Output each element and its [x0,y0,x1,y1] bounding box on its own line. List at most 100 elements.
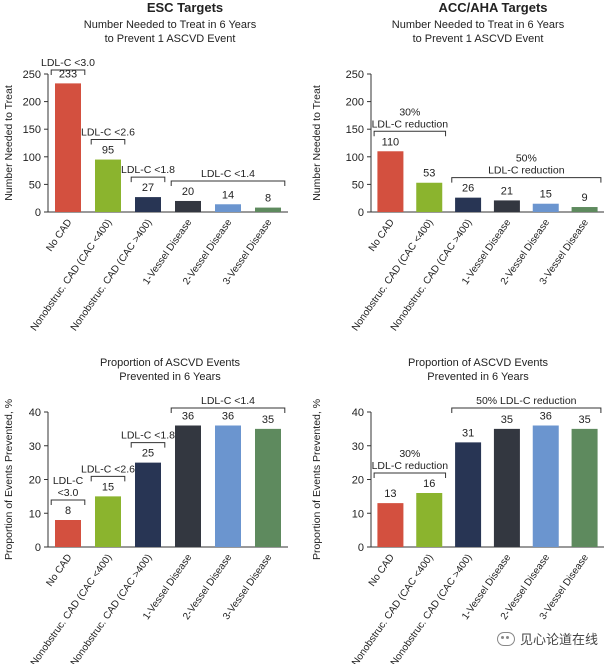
chart-title: Proportion of ASCVD Events Prevented in … [407,357,548,383]
x-tick-label: Nonobstruc. CAD (CAC <400) [29,552,115,664]
bracket-label: LDL-C <1.4 [201,168,255,180]
data-label: 95 [102,145,114,157]
x-tick-label: No CAD [44,217,74,253]
panel-header-esc: ESC Targets [146,0,224,15]
bar [377,503,404,547]
chart-acc-prop: Proportion of ASCVD Events Prevented in … [308,352,616,664]
bracket [451,407,602,413]
y-tick-label: 100 [23,152,41,164]
y-axis-label: Number Needed to Treat [3,85,15,201]
bar [175,425,201,547]
data-label: 35 [501,414,513,426]
bracket-label: LDL-C <2.6 [81,463,135,475]
y-tick-label: 150 [346,124,364,136]
y-tick-label: 0 [358,542,364,554]
chart-svg: 0 10 20 30 40 Proportion of Events Prevented,… [3,395,288,664]
x-tick-label: No CAD [44,552,74,588]
y-tick-label: 200 [346,97,364,109]
bar [215,425,241,547]
chart-title: Number Needed to Treat in 6 Years to Pre… [83,19,257,45]
bar [493,200,520,212]
data-label: 14 [222,189,234,201]
chart-esc-prop: Proportion of ASCVD Events Prevented in … [0,352,300,664]
y-tick-label: 0 [35,542,41,554]
data-label: 15 [540,189,552,201]
bracket-label: LDL-C <2.6 [81,127,135,139]
bar [571,428,598,547]
data-label: 13 [384,488,396,500]
bracket [90,139,126,145]
y-tick-label: 30 [352,441,364,453]
bracket-label: LDL-C <1.4 [201,395,255,407]
bar [55,520,81,547]
chart-title: Number Needed to Treat in 6 Years to Pre… [391,19,565,45]
bar [215,204,241,212]
y-axis-label: Number Needed to Treat [311,85,323,201]
data-label: 35 [578,414,590,426]
bar [455,442,482,547]
data-label: 31 [462,427,474,439]
bar [455,197,482,212]
bar [532,425,559,547]
bar [135,197,161,212]
bracket [50,69,86,75]
data-label: 20 [182,186,194,198]
x-tick-label: Nonobstruc. CAD (CAC >400) [69,217,155,333]
data-label: 36 [540,411,552,423]
data-label: 233 [59,68,77,80]
bracket [90,475,126,482]
data-label: 26 [462,183,474,195]
bar [135,462,161,547]
bracket [451,177,602,183]
y-tick-label: 250 [346,69,364,81]
data-label: 53 [423,168,435,180]
bracket [130,176,166,183]
x-tick-label: Nonobstruc. CAD (CAC <400) [29,217,115,333]
y-tick-label: 150 [23,124,41,136]
data-label: 25 [142,448,154,460]
bracket-label: 50% LDL-C reduction [476,395,577,407]
x-tick-label: No CAD [367,552,397,588]
bar [493,428,520,547]
watermark-text: 见心论道在线 [519,632,598,647]
bar [377,151,404,212]
data-label: 15 [102,481,114,493]
bracket-label: 30% LDL-C reduction [372,448,449,472]
y-tick-label: 20 [29,475,41,487]
bar [55,83,81,212]
x-tick-label: No CAD [367,217,397,253]
bracket [170,407,286,413]
data-label: 36 [182,411,194,423]
bracket [170,180,286,186]
chart-acc-nnt: Number Needed to Treat in 6 Years to Pre… [308,14,616,334]
y-tick-label: 0 [358,207,364,219]
watermark: 见心论道在线 [496,629,598,648]
y-tick-label: 10 [29,508,41,520]
bracket-label: LDL-C <3.0 [41,57,95,69]
bracket-label: 30% LDL-C reduction [372,106,449,130]
x-tick-label: Nonobstruc. CAD (CAC >400) [389,552,475,664]
data-label: 8 [65,505,71,517]
bar [416,182,443,212]
bar [255,207,281,212]
bracket-label: LDL-C <3.0 [53,475,84,499]
y-tick-label: 200 [23,97,41,109]
data-label: 27 [142,182,154,194]
chart-esc-nnt: Number Needed to Treat in 6 Years to Pre… [0,14,300,334]
bracket [130,442,166,448]
y-tick-label: 250 [23,69,41,81]
x-tick-label: Nonobstruc. CAD (CAC <400) [350,552,436,664]
bar [95,496,121,547]
chart-svg: 0 50 100 150 200 250 Number Needed to Treat 233… [3,57,288,333]
bar [416,493,443,547]
y-tick-label: 50 [29,179,41,191]
wechat-icon [496,631,515,646]
y-tick-label: 30 [29,441,41,453]
data-label: 35 [262,414,274,426]
data-label: 110 [382,136,400,148]
bracket-label: LDL-C <1.8 [121,164,175,176]
x-tick-label: Nonobstruc. CAD (CAC >400) [69,552,155,664]
bracket [50,499,86,505]
y-axis-label: Proportion of Events Prevented, % [311,399,323,560]
bracket [373,130,447,137]
